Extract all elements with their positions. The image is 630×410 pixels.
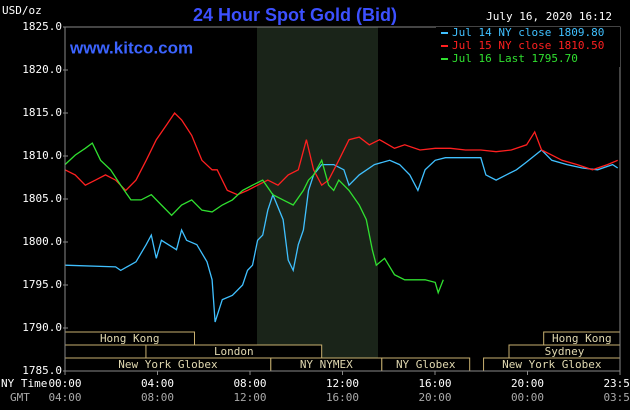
date: July 16, 2020 16:12 [486, 10, 612, 23]
x-tick-label: 23:59 [603, 377, 630, 390]
source: www.kitco.com [69, 38, 193, 57]
session-label: New York Globex [502, 358, 602, 371]
x-tick-label: 20:00 [511, 377, 544, 390]
y-axis-label: USD/oz [2, 4, 42, 17]
y-tick-label: 1805.0 [22, 192, 62, 205]
x2-tick-label: 16:00 [326, 391, 359, 404]
legend-label: Jul 15 NY close 1810.50 [452, 39, 604, 52]
session-label: New York Globex [118, 358, 218, 371]
x-tick-label: 04:00 [141, 377, 174, 390]
x-row-label: NY Time [1, 377, 47, 390]
series-line [64, 111, 618, 196]
series-line [64, 142, 444, 295]
y-tick-label: 1785.0 [22, 364, 62, 377]
legend-label: Jul 14 NY close 1809.80 [452, 26, 604, 39]
x-tick-label: 12:00 [326, 377, 359, 390]
session-label: London [214, 345, 254, 358]
x-tick-label: 16:00 [418, 377, 451, 390]
legend-label: Jul 16 Last 1795.70 [452, 52, 578, 65]
x2-tick-label: 04:00 [48, 391, 81, 404]
session-label: Hong Kong [552, 332, 612, 345]
y-tick-label: 1795.0 [22, 278, 62, 291]
plot-border [64, 26, 621, 372]
x-tick-label: 08:00 [233, 377, 266, 390]
market-shade [257, 27, 378, 371]
y-tick-label: 1790.0 [22, 321, 62, 334]
x2-tick-label: 12:00 [233, 391, 266, 404]
y-tick-label: 1825.0 [22, 20, 62, 33]
y-tick-label: 1800.0 [22, 235, 62, 248]
x-row-label: GMT [10, 391, 30, 404]
session-label: NY NYMEX [300, 358, 353, 371]
legend-box [436, 27, 620, 67]
session-label: NY Globex [396, 358, 456, 371]
x2-tick-label: 08:00 [141, 391, 174, 404]
y-tick-label: 1810.0 [22, 149, 62, 162]
chart-title: 24 Hour Spot Gold (Bid) [193, 5, 397, 25]
x2-tick-label: 20:00 [418, 391, 451, 404]
series-line [64, 149, 619, 323]
y-tick-label: 1815.0 [22, 106, 62, 119]
y-tick-label: 1820.0 [22, 63, 62, 76]
x2-tick-label: 00:00 [511, 391, 544, 404]
session-label: Sydney [545, 345, 585, 358]
x2-tick-label: 03:59 [603, 391, 630, 404]
x-tick-label: 00:00 [48, 377, 81, 390]
session-label: Hong Kong [100, 332, 160, 345]
